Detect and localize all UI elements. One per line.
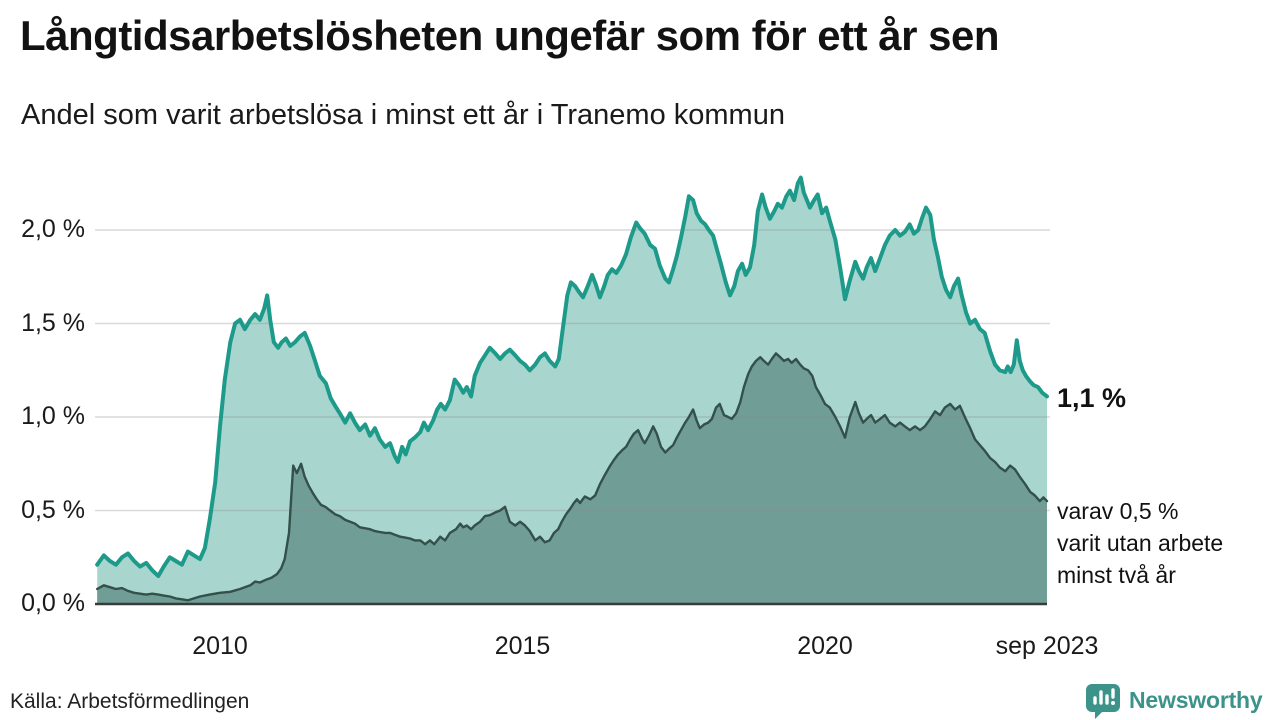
brand-logo: Newsworthy bbox=[1084, 682, 1263, 719]
x-tick-label: sep 2023 bbox=[995, 632, 1099, 660]
source-attribution: Källa: Arbetsförmedlingen bbox=[10, 690, 250, 713]
newsworthy-icon bbox=[1086, 684, 1120, 719]
inner-annotation-line2: varit utan arbete bbox=[1057, 530, 1224, 556]
page-subtitle: Andel som varit arbetslösa i minst ett å… bbox=[21, 99, 785, 131]
y-tick-label: 0,5 % bbox=[21, 495, 85, 524]
y-tick-label: 2,0 % bbox=[21, 215, 85, 243]
inner-annotation-line1: varav 0,5 % bbox=[1057, 498, 1179, 524]
y-tick-label: 1,0 % bbox=[21, 402, 85, 430]
outer-series-end-value-label: 1,1 % bbox=[1057, 383, 1127, 413]
series-min-two-years-area bbox=[97, 353, 1047, 604]
gridlines bbox=[95, 229, 1050, 512]
series-min-two-years-line bbox=[96, 352, 1049, 602]
page-title: Långtidsarbetslösheten ungefär som för e… bbox=[20, 12, 1000, 59]
series-min-one-year-line bbox=[95, 175, 1049, 578]
y-tick-label: 1,5 % bbox=[21, 308, 85, 337]
inner-series-annotation: varav 0,5 % varit utan arbete minst två … bbox=[1057, 495, 1223, 591]
inner-annotation-line3: minst två år bbox=[1057, 562, 1176, 588]
x-tick-label: 2015 bbox=[494, 632, 551, 660]
brand-name: Newsworthy bbox=[1129, 687, 1263, 713]
x-tick-label: 2010 bbox=[192, 632, 248, 660]
x-tick-label: 2020 bbox=[797, 632, 853, 660]
y-tick-label: 0,0 % bbox=[21, 589, 85, 617]
